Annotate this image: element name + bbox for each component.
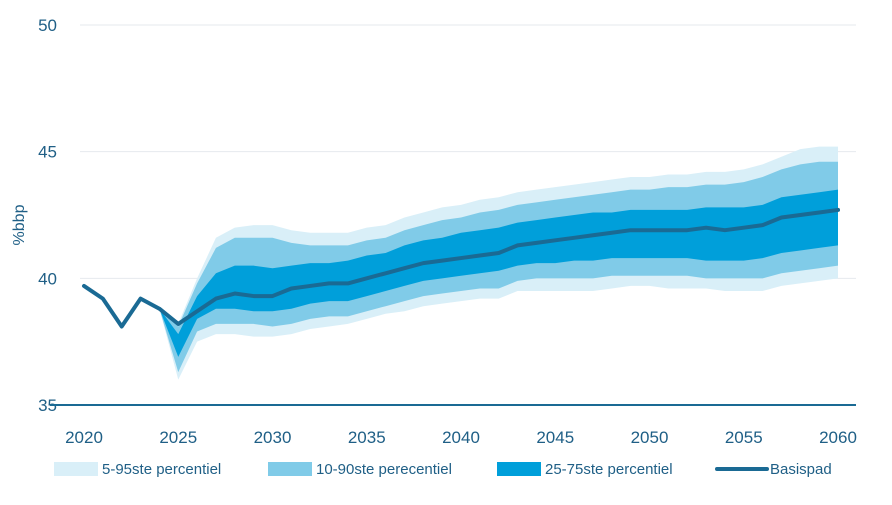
- legend: 5-95ste percentiel 10-90ste perecentiel 25…: [54, 461, 832, 478]
- series-lines: [82, 207, 840, 329]
- x-tick-label: 2045: [536, 428, 574, 447]
- legend-swatch: [268, 462, 312, 476]
- x-tick-label: 2035: [348, 428, 386, 447]
- legend-swatch: [54, 462, 98, 476]
- x-tick-label: 2040: [442, 428, 480, 447]
- legend-label: 10-90ste perecentiel: [316, 461, 452, 478]
- y-tick-label: 40: [38, 269, 57, 288]
- x-tick-label: 2025: [159, 428, 197, 447]
- x-tick-label: 2055: [725, 428, 763, 447]
- x-tick-label: 2050: [631, 428, 669, 447]
- legend-label: 25-75ste percentiel: [545, 461, 673, 478]
- axes: 35 40 45 50 2020 2025 2030 2035 2040 2045 2050 2055…: [38, 16, 857, 447]
- x-tick-label: 2060: [819, 428, 857, 447]
- x-tick-label: 2030: [254, 428, 292, 447]
- legend-label: Basispad: [770, 461, 832, 478]
- legend-label: 5-95ste percentiel: [102, 461, 221, 478]
- series-line-basispad: [82, 207, 840, 329]
- y-tick-label: 45: [38, 143, 57, 162]
- legend-swatch: [497, 462, 541, 476]
- y-tick-label: 35: [38, 396, 57, 415]
- y-axis-title: %bbp: [11, 204, 28, 245]
- x-tick-label: 2020: [65, 428, 103, 447]
- percentile-bands: [84, 146, 838, 380]
- y-tick-label: 50: [38, 16, 57, 35]
